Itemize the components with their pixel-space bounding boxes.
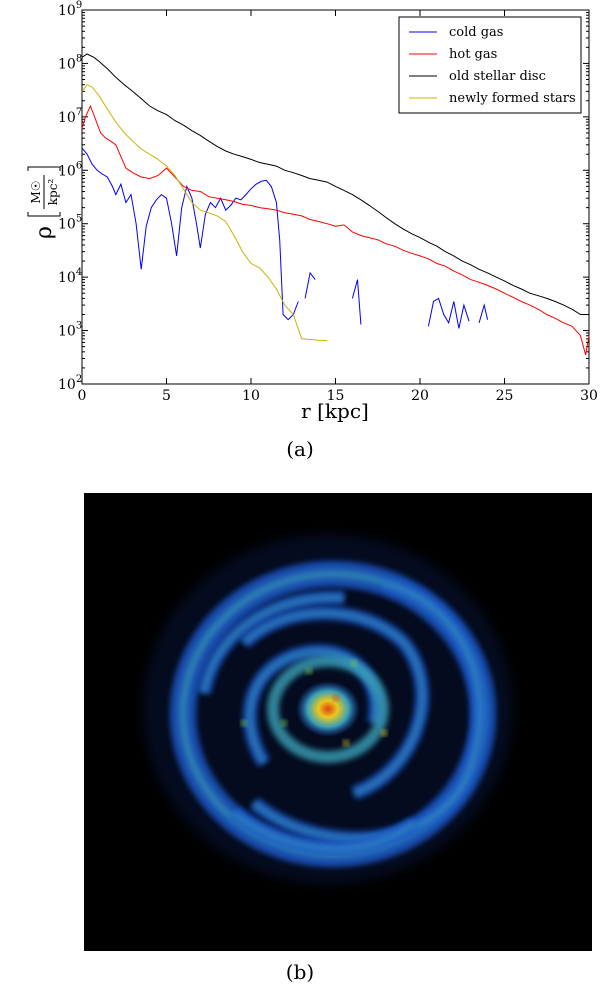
y-tick-label: 108 <box>58 53 82 72</box>
star-forming-knot <box>381 730 387 736</box>
density-profile-chart: 0 5 10 15 20 25 30 102 103 104 105 106 107 108 109 col… <box>27 0 598 423</box>
legend-label: old stellar disc <box>449 69 546 84</box>
y-tick-label: 102 <box>58 374 82 393</box>
star-forming-knot <box>351 660 357 666</box>
x-tick-label: 20 <box>411 388 429 404</box>
y-tick-label: 103 <box>58 321 82 340</box>
series-layer <box>81 53 590 356</box>
x-tick-label: 0 <box>78 388 87 404</box>
star-forming-knot <box>333 695 339 701</box>
gas-disc-image <box>84 493 592 951</box>
y-tick-label: 105 <box>58 214 82 233</box>
legend-label: cold gas <box>449 25 503 40</box>
star-forming-knot <box>343 740 349 746</box>
spiral-arm-highlight <box>242 611 425 795</box>
star-forming-knot <box>281 720 287 726</box>
y-axis-label: ρ M☉ kpc² <box>27 166 61 239</box>
x-axis-label: r [kpc] <box>301 399 369 423</box>
series-line <box>81 84 328 342</box>
spiral-arm-highlight <box>232 811 416 851</box>
y-axis-label-numerator: M☉ <box>29 180 43 203</box>
y-tick-label: 109 <box>58 0 82 19</box>
y-axis-label-symbol: ρ <box>32 226 57 239</box>
series-line <box>478 303 489 323</box>
x-tick-label: 25 <box>496 388 514 404</box>
legend-label: newly formed stars <box>449 91 576 106</box>
series-line <box>81 147 299 321</box>
y-tick-label: 104 <box>58 267 82 286</box>
spiral-arm-highlight <box>202 595 345 694</box>
series-line <box>351 279 362 325</box>
series-line <box>427 297 470 329</box>
series-line <box>81 53 589 315</box>
y-tick-label: 106 <box>58 160 82 179</box>
x-tick-label: 15 <box>327 388 345 404</box>
star-forming-knot <box>241 720 247 726</box>
y-axis-label-group: ρ M☉ kpc² <box>27 166 61 239</box>
x-tick-label: 30 <box>580 388 598 404</box>
spiral-structure <box>143 534 513 884</box>
y-axis-label-bracket-left <box>27 212 61 217</box>
y-axis-label-denominator: kpc² <box>46 179 60 206</box>
inner-ring <box>267 655 389 763</box>
y-tick-label: 107 <box>58 107 82 126</box>
y-axis-label-bracket-right <box>27 166 61 171</box>
legend: cold gas hot gas old stellar disc newly for… <box>398 16 582 114</box>
x-tick-label: 5 <box>162 388 171 404</box>
bright-core <box>296 681 360 737</box>
series-line <box>304 271 316 299</box>
legend-label: hot gas <box>449 47 497 62</box>
x-tick-label: 10 <box>242 388 260 404</box>
legend-box <box>398 16 582 114</box>
caption-b: (b) <box>285 960 315 984</box>
axis-ticks: 0 5 10 15 20 25 30 102 103 104 105 106 107 108 109 <box>58 0 598 404</box>
spiral-arm-highlight <box>252 581 482 841</box>
caption-a: (a) <box>286 437 314 461</box>
series-line <box>81 104 590 356</box>
star-forming-knot <box>306 668 312 674</box>
